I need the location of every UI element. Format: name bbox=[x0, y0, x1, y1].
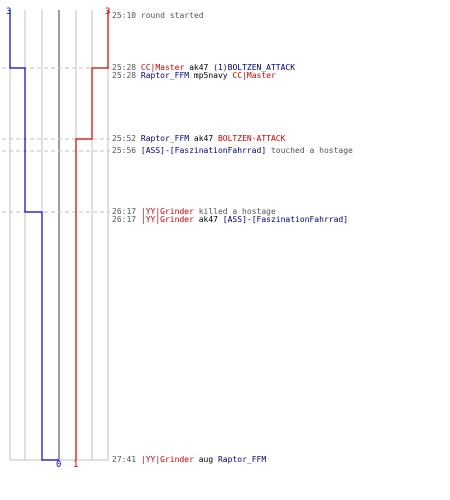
event-row: 25:28 Raptor_FFM mp5navy CC|Master bbox=[112, 71, 276, 80]
event-time: 26:17 bbox=[112, 207, 141, 216]
weapon-name: aug bbox=[193, 455, 218, 464]
red-start-count: 3 bbox=[105, 7, 110, 17]
event-time: 25:52 bbox=[112, 134, 141, 143]
player-name: |YY|Grinder bbox=[140, 215, 194, 224]
player-name: (1)BOLTZEN_ATTACK bbox=[213, 63, 296, 72]
player-name: CC|Master bbox=[140, 63, 185, 72]
weapon-name: ak47 bbox=[189, 134, 218, 143]
player-name: BOLTZEN-ATTACK bbox=[217, 134, 286, 143]
event-guide-lines bbox=[2, 67, 110, 213]
player-name: Raptor_FFM bbox=[140, 71, 190, 80]
player-name: CC|Master bbox=[232, 71, 276, 80]
player-name: [ASS]-[FaszinationFahrrad] bbox=[140, 146, 267, 155]
event-time: 25:10 bbox=[112, 11, 141, 20]
weapon-name: mp5navy bbox=[189, 71, 233, 80]
blue-end-count: 0 bbox=[56, 460, 61, 470]
red-end-count: 1 bbox=[73, 460, 78, 470]
event-row: 25:52 Raptor_FFM ak47 BOLTZEN-ATTACK bbox=[112, 134, 285, 143]
blue-team-alive-line bbox=[9, 10, 59, 461]
player-name: [ASS]-[FaszinationFahrrad] bbox=[222, 215, 349, 224]
event-time: 25:56 bbox=[112, 146, 141, 155]
player-name: Raptor_FFM bbox=[140, 134, 190, 143]
event-time: 25:28 bbox=[112, 71, 141, 80]
event-row: 26:17 |YY|Grinder killed a hostage bbox=[112, 207, 276, 216]
event-row: 27:41 |YY|Grinder aug Raptor_FFM bbox=[112, 455, 266, 464]
event-action: killed a hostage bbox=[193, 207, 276, 216]
event-action: touched a hostage bbox=[266, 146, 353, 155]
event-row: 26:17 |YY|Grinder ak47 [ASS]-[Faszinatio… bbox=[112, 215, 348, 224]
event-action: round started bbox=[140, 11, 204, 20]
event-row: 25:10 round started bbox=[112, 11, 204, 20]
weapon-name: ak47 bbox=[193, 215, 223, 224]
event-time: 26:17 bbox=[112, 215, 141, 224]
event-time: 27:41 bbox=[112, 455, 141, 464]
player-name: |YY|Grinder bbox=[140, 455, 194, 464]
weapon-name: ak47 bbox=[184, 63, 214, 72]
event-time: 25:28 bbox=[112, 63, 141, 72]
blue-start-count: 3 bbox=[6, 7, 11, 17]
event-row: 25:28 CC|Master ak47 (1)BOLTZEN_ATTACK bbox=[112, 63, 295, 72]
red-team-alive-line bbox=[75, 10, 109, 460]
player-name: |YY|Grinder bbox=[140, 207, 194, 216]
player-name: Raptor_FFM bbox=[217, 455, 267, 464]
event-row: 25:56 [ASS]-[FaszinationFahrrad] touched… bbox=[112, 146, 353, 155]
